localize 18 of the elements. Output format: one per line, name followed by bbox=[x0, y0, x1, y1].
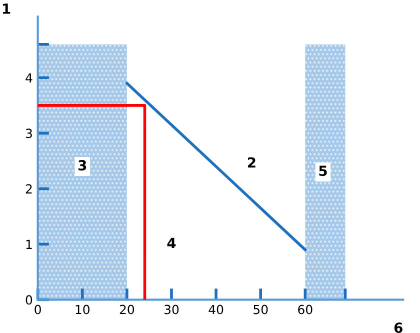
y-tick-label: 4 bbox=[26, 73, 32, 82]
x-tick-label: 40 bbox=[208, 304, 224, 314]
x-axis-title: 6 bbox=[394, 322, 402, 333]
x-tick-label: 0 bbox=[34, 304, 41, 314]
annotation: 4 bbox=[167, 238, 176, 248]
y-tick-label: 2 bbox=[26, 184, 32, 194]
y-tick-label: 3 bbox=[26, 128, 32, 138]
y-tick-label: 0 bbox=[26, 295, 32, 305]
y-tick-label: 1 bbox=[26, 240, 32, 249]
x-tick-label: 50 bbox=[254, 304, 268, 314]
annotation: 2 bbox=[248, 157, 256, 168]
annotation: 5 bbox=[319, 166, 327, 176]
x-tick-label: 30 bbox=[164, 304, 179, 314]
x-tick-label: 20 bbox=[120, 304, 134, 314]
x-tick-label: 60 bbox=[298, 304, 312, 314]
y-axis-title: 1 bbox=[3, 4, 10, 14]
annotation: 3 bbox=[78, 160, 86, 171]
x-tick-label: 10 bbox=[76, 304, 90, 314]
